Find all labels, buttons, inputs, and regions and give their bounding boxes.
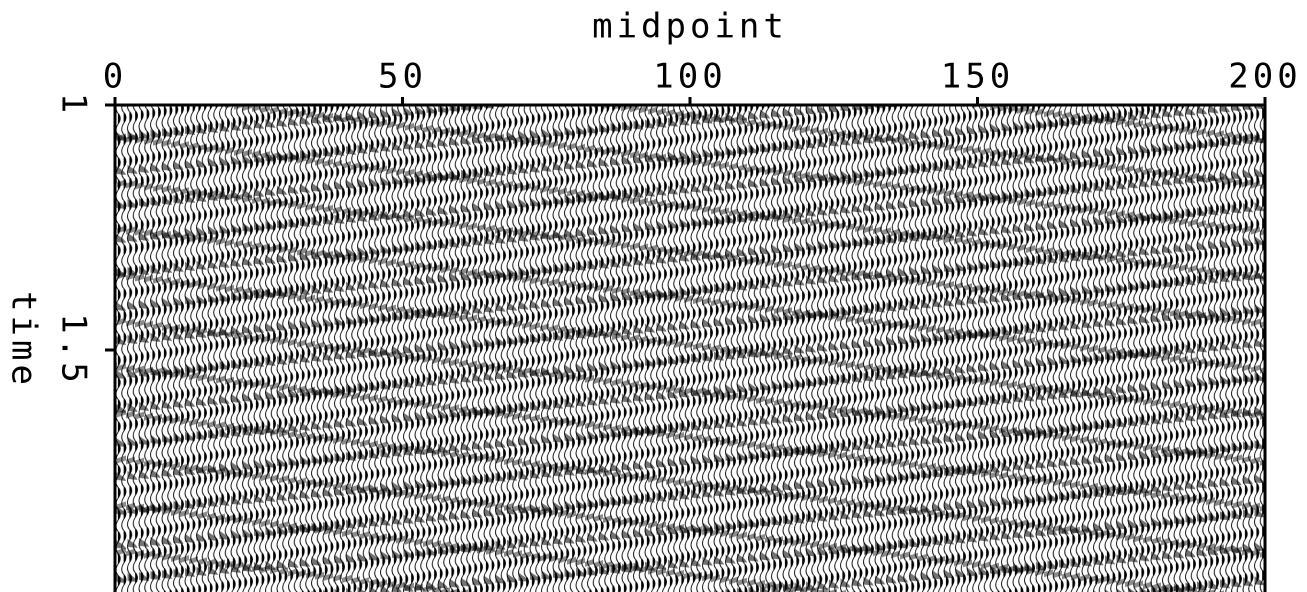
seismic-section [115,105,1265,592]
y-tick-label: 1.5 [54,313,94,386]
wiggle-events [115,105,1265,592]
x-axis-label: midpoint [592,7,788,47]
x-tick-label: 200 [1228,57,1301,97]
y-axis-label: time [4,291,44,389]
y-tick-label: 1 [54,93,94,117]
x-tick-label: 0 [103,57,127,97]
x-tick-label: 150 [941,57,1014,97]
x-tick-label: 50 [378,57,427,97]
x-tick-label: 100 [653,57,726,97]
